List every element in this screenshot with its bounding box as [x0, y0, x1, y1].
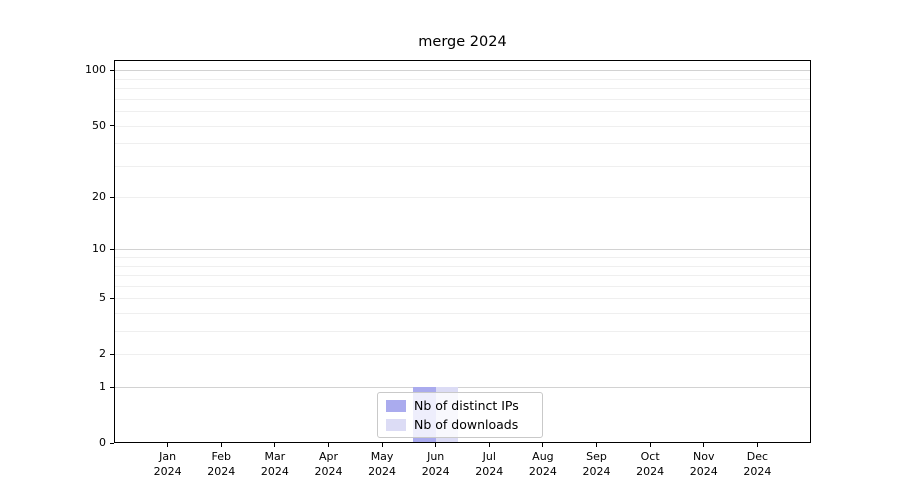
x-tick-label: Nov 2024 [689, 450, 718, 478]
x-tick [649, 443, 651, 447]
y-tick-label: 20 [92, 190, 106, 204]
x-tick-label: Apr 2024 [314, 450, 343, 478]
x-tick-label: Dec 2024 [743, 450, 772, 478]
gridline-minor [115, 125, 810, 127]
chart-title: merge 2024 [418, 34, 507, 50]
gridline-minor [115, 165, 810, 167]
legend-label: Nb of downloads [414, 417, 519, 432]
y-tick [110, 386, 114, 388]
gridline-minor [115, 275, 810, 277]
x-tick [167, 443, 169, 447]
x-tick-label: Mar 2024 [260, 450, 289, 478]
y-tick-label: 50 [92, 118, 106, 132]
gridline-minor [115, 354, 810, 356]
y-tick-label: 5 [99, 291, 106, 305]
legend-label: Nb of distinct IPs [414, 398, 519, 413]
gridline-minor [115, 98, 810, 100]
gridline-major [115, 387, 810, 389]
x-tick-label: Jun 2024 [421, 450, 450, 478]
gridline-major [115, 70, 810, 72]
y-tick [110, 353, 114, 355]
x-tick [596, 443, 598, 447]
legend-item: Nb of distinct IPs [386, 398, 534, 413]
x-tick [220, 443, 222, 447]
y-tick-label: 100 [85, 63, 106, 77]
y-tick-label: 10 [92, 242, 106, 256]
legend-item: Nb of downloads [386, 417, 534, 432]
y-tick-label: 1 [99, 380, 106, 394]
y-tick [110, 69, 114, 71]
plot-area [114, 60, 811, 443]
y-tick-label: 2 [99, 347, 106, 361]
x-tick-label: Jan 2024 [153, 450, 182, 478]
y-tick [110, 297, 114, 299]
gridline-minor [115, 313, 810, 315]
gridline-minor [115, 285, 810, 287]
x-tick-label: Feb 2024 [207, 450, 236, 478]
x-tick [274, 443, 276, 447]
x-tick-label: Aug 2024 [528, 450, 557, 478]
x-tick [381, 443, 383, 447]
x-tick [435, 443, 437, 447]
gridline-minor [115, 197, 810, 199]
legend-swatch [386, 418, 406, 431]
x-tick-label: May 2024 [368, 450, 397, 478]
y-tick [110, 442, 114, 444]
gridline-minor [115, 331, 810, 333]
gridline-minor [115, 111, 810, 113]
gridline-minor [115, 298, 810, 300]
x-tick [756, 443, 758, 447]
legend-swatch [386, 399, 406, 412]
legend: Nb of distinct IPs Nb of downloads [377, 392, 543, 438]
y-tick [110, 196, 114, 198]
gridline-minor [115, 257, 810, 259]
x-tick [703, 443, 705, 447]
y-tick-label: 0 [99, 436, 106, 449]
y-tick [110, 125, 114, 127]
x-tick-label: Oct 2024 [636, 450, 665, 478]
x-tick [327, 443, 329, 447]
gridline-minor [115, 78, 810, 80]
x-tick [488, 443, 490, 447]
gridline-major [115, 249, 810, 251]
gridline-minor [115, 265, 810, 267]
x-tick-label: Jul 2024 [475, 450, 504, 478]
y-tick [110, 248, 114, 250]
x-tick [542, 443, 544, 447]
gridline-minor [115, 143, 810, 145]
x-tick-label: Sep 2024 [582, 450, 611, 478]
gridline-minor [115, 88, 810, 90]
